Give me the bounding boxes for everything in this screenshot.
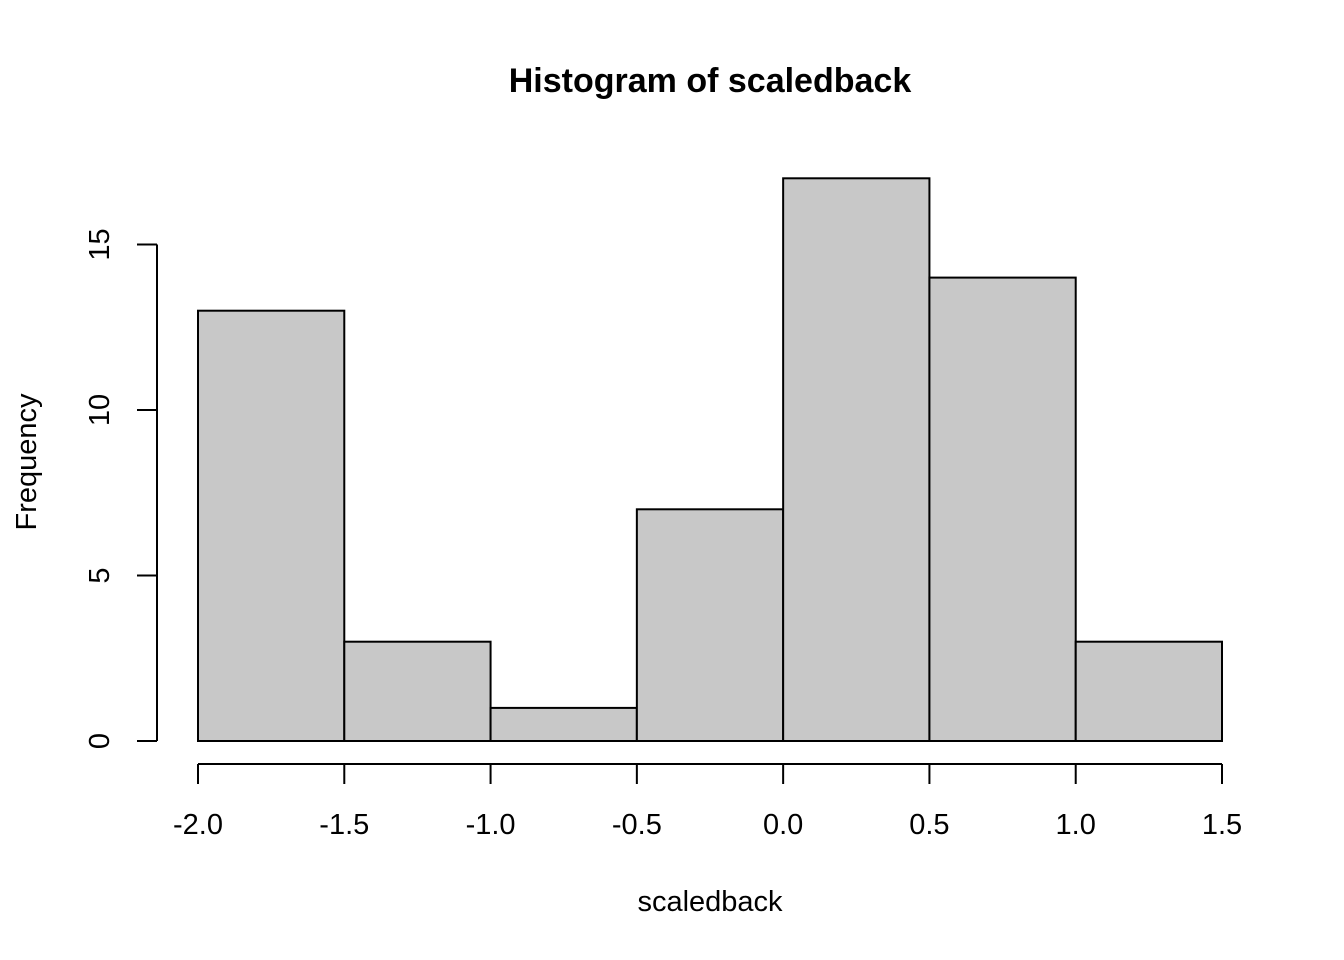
- x-tick-label: -1.5: [319, 809, 369, 841]
- x-tick-label: 1.0: [1056, 809, 1096, 841]
- histogram-bar: [635, 508, 785, 742]
- x-tick-label: -0.5: [612, 809, 662, 841]
- histogram-bar: [928, 276, 1077, 742]
- x-tick-label: 1.5: [1202, 809, 1242, 841]
- x-axis: -2.0 -1.5 -1.0 -0.5 0.0 0.5 1.0 1.5: [173, 763, 1242, 841]
- y-axis: 0 5 10 15: [84, 228, 158, 749]
- y-tick-label: 0: [84, 733, 116, 749]
- x-tick-label: 0.5: [909, 809, 949, 841]
- histogram-bar: [489, 706, 638, 743]
- y-tick-label: 10: [84, 394, 116, 426]
- y-axis-label: Frequency: [11, 393, 43, 531]
- y-tick-label: 5: [84, 567, 116, 583]
- y-tick-label: 15: [84, 228, 116, 260]
- histogram-bar: [343, 640, 492, 743]
- x-tick-label: 0.0: [763, 809, 803, 841]
- x-tick-label: -1.0: [466, 809, 516, 841]
- histogram-bar: [197, 309, 346, 742]
- chart-title: Histogram of scaledback: [509, 62, 912, 100]
- histogram-bar: [1074, 640, 1223, 743]
- x-tick-label: -2.0: [173, 809, 223, 841]
- histogram-bar: [782, 177, 931, 743]
- x-axis-label: scaledback: [637, 886, 783, 918]
- bars-group: [197, 177, 1223, 743]
